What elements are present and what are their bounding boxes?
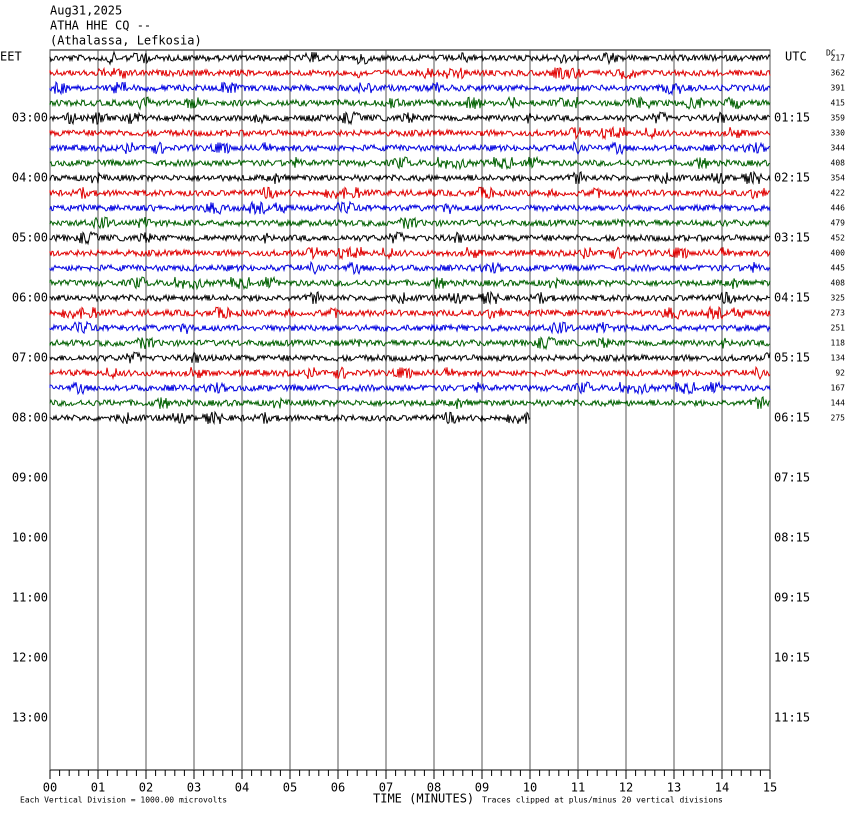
dc-offset: 391	[831, 84, 846, 93]
trace	[49, 66, 771, 80]
dc-offset: 167	[831, 384, 846, 393]
x-tick-label: 15	[763, 781, 777, 795]
x-axis-title: TIME (MINUTES)	[373, 792, 474, 806]
left-hour-label: 08:00	[12, 411, 48, 425]
right-hour-label: 02:15	[774, 171, 810, 185]
left-hour-label: 09:00	[12, 471, 48, 485]
trace	[49, 260, 771, 276]
scale-note: Each Vertical Division = 1000.00 microvo…	[20, 796, 227, 805]
trace	[49, 410, 531, 426]
left-hour-label: 06:00	[12, 291, 48, 305]
right-hour-label: 07:15	[774, 471, 810, 485]
trace	[49, 290, 771, 306]
dc-offset: 359	[831, 114, 846, 123]
x-tick-label: 09	[475, 781, 489, 795]
trace	[49, 200, 771, 216]
dc-offset: 479	[831, 219, 846, 228]
dc-offset: 408	[831, 159, 846, 168]
right-hour-label: 09:15	[774, 591, 810, 605]
trace	[49, 351, 771, 364]
dc-offset: 251	[831, 324, 846, 333]
dc-offset: 118	[831, 339, 846, 348]
right-hour-label: 06:15	[774, 411, 810, 425]
trace	[49, 335, 771, 351]
dc-offset: 400	[831, 249, 846, 258]
dc-offset: 446	[831, 204, 846, 213]
left-hour-label: 13:00	[12, 711, 48, 725]
trace	[49, 80, 771, 96]
dc-offset: 134	[831, 354, 846, 363]
dc-offset: 217	[831, 54, 846, 63]
trace	[49, 365, 771, 381]
trace	[49, 125, 771, 141]
dc-offset: 92	[835, 369, 845, 378]
x-tick-label: 11	[571, 781, 585, 795]
right-hour-label: 08:15	[774, 531, 810, 545]
dc-offset: 452	[831, 234, 846, 243]
left-hour-label: 03:00	[12, 111, 48, 125]
plot-frame	[49, 49, 771, 771]
x-tick-label: 00	[43, 781, 57, 795]
left-hour-label: 07:00	[12, 351, 48, 365]
trace	[49, 50, 771, 66]
x-tick-label: 05	[283, 781, 297, 795]
date: Aug31,2025	[50, 4, 122, 18]
trace	[49, 230, 771, 246]
x-tick-label: 13	[667, 781, 681, 795]
x-tick-label: 07	[379, 781, 393, 795]
right-axis-title: UTC	[785, 50, 807, 64]
x-tick-label: 14	[715, 781, 729, 795]
dc-offset: 362	[831, 69, 846, 78]
dc-offset: 415	[831, 99, 846, 108]
trace	[49, 380, 771, 396]
dc-offset: 144	[831, 399, 846, 408]
clip-note: Traces clipped at plus/minus 20 vertical…	[482, 796, 723, 805]
trace	[49, 275, 771, 291]
x-tick-label: 01	[91, 781, 105, 795]
trace	[49, 110, 771, 126]
dc-offset: 422	[831, 189, 846, 198]
dc-offset: 408	[831, 279, 846, 288]
left-hour-label: 10:00	[12, 531, 48, 545]
dc-offset: 275	[831, 414, 846, 423]
trace	[49, 140, 771, 156]
left-hour-label: 04:00	[12, 171, 48, 185]
trace	[49, 216, 771, 230]
trace	[49, 96, 771, 111]
right-hour-label: 01:15	[774, 111, 810, 125]
right-hour-label: 04:15	[774, 291, 810, 305]
trace	[49, 396, 771, 410]
x-tick-label: 03	[187, 781, 201, 795]
x-tick-label: 06	[331, 781, 345, 795]
x-tick-label: 04	[235, 781, 249, 795]
right-hour-label: 11:15	[774, 711, 810, 725]
dc-offset: 344	[831, 144, 846, 153]
x-tick-label: 10	[523, 781, 537, 795]
station: ATHA HHE CQ --	[50, 19, 151, 33]
left-hour-label: 05:00	[12, 231, 48, 245]
x-tick-label: 12	[619, 781, 633, 795]
trace	[49, 245, 771, 261]
dc-title: DC	[826, 49, 836, 58]
left-hour-label: 12:00	[12, 651, 48, 665]
right-hour-label: 03:15	[774, 231, 810, 245]
dc-offset: 330	[831, 129, 846, 138]
trace	[49, 170, 771, 186]
dc-offset: 273	[831, 309, 846, 318]
trace	[49, 320, 771, 335]
trace	[49, 305, 771, 321]
right-hour-label: 05:15	[774, 351, 810, 365]
right-hour-label: 10:15	[774, 651, 810, 665]
location: (Athalassa, Lefkosia)	[50, 34, 202, 48]
x-tick-label: 02	[139, 781, 153, 795]
dc-offset: 445	[831, 264, 846, 273]
left-axis-title: EET	[0, 50, 22, 64]
trace	[49, 186, 771, 200]
dc-offset: 325	[831, 294, 846, 303]
x-tick-label: 08	[427, 781, 441, 795]
left-hour-label: 11:00	[12, 591, 48, 605]
dc-offset: 354	[831, 174, 846, 183]
trace	[49, 155, 771, 171]
